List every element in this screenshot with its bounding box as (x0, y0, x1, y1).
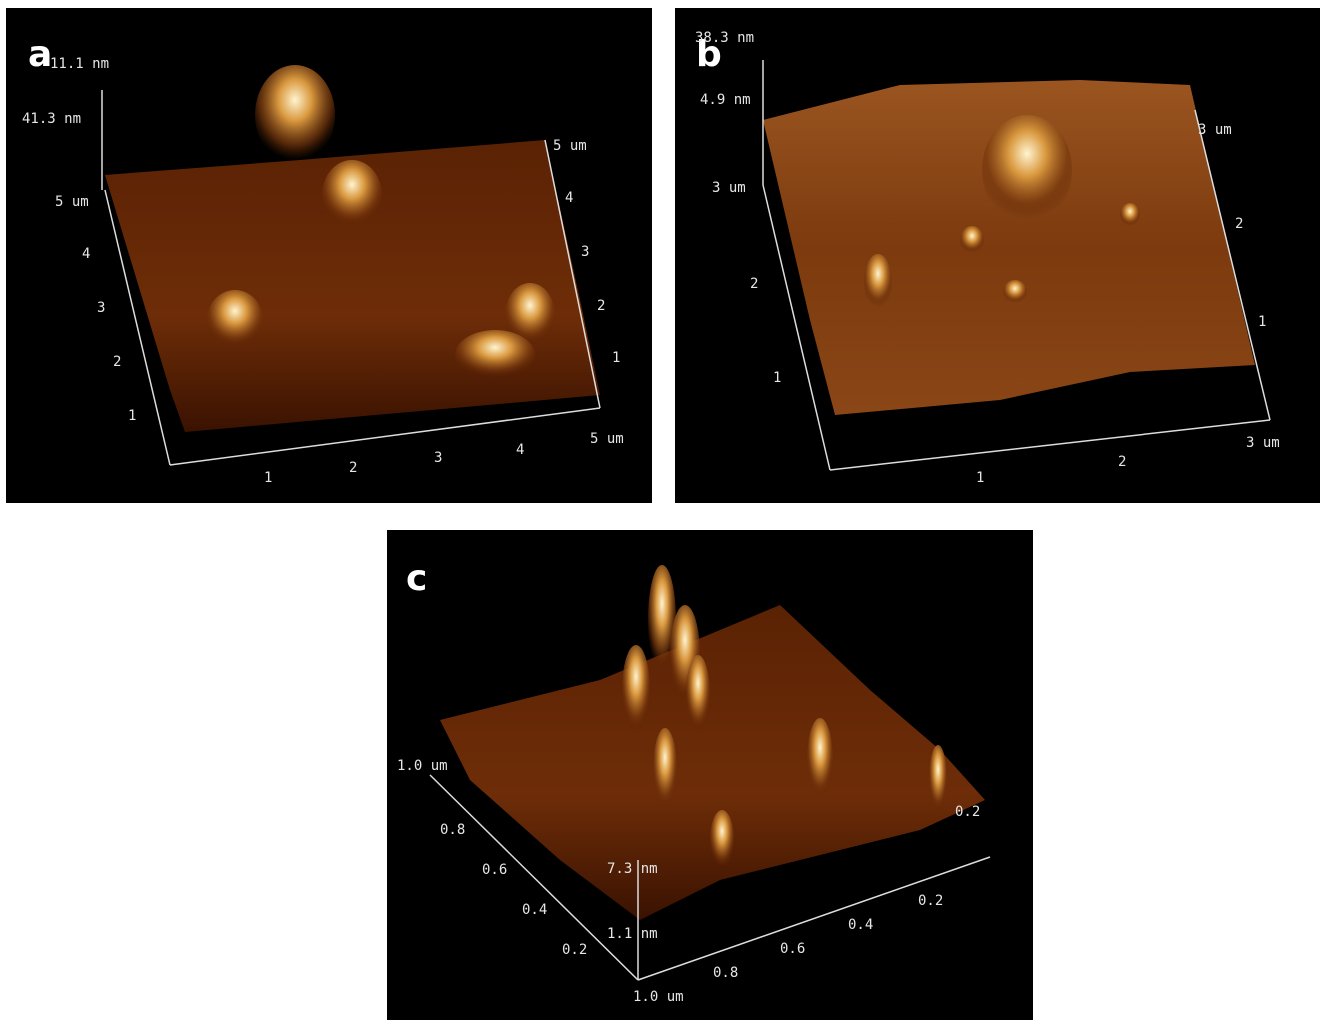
peak (1003, 280, 1027, 304)
tick-label: 0.2 (562, 942, 587, 958)
tick-label: 3 um (1198, 122, 1232, 138)
z-label: 4.9 nm (700, 92, 751, 108)
peak (960, 226, 984, 254)
figure: a 11.1 nm 41.3 nm 5 um 4 3 2 1 5 um 4 3 … (0, 0, 1320, 1021)
tick-label: 4 (565, 190, 573, 206)
tick-label: 0.6 (482, 862, 507, 878)
tick-label: 2 (597, 298, 605, 314)
tick-label: 1.0 um (633, 989, 684, 1005)
tick-label: 0.8 (440, 822, 465, 838)
panel-label: c (406, 558, 427, 599)
peak (929, 745, 947, 815)
z-label: 38.3 nm (695, 30, 754, 46)
tick-label: 1 (264, 470, 272, 486)
peak (653, 728, 677, 812)
tick-label: 4 (516, 442, 524, 458)
peak (982, 115, 1072, 225)
tick-label: 1 (773, 370, 781, 386)
peak (622, 645, 650, 735)
tick-label: 1 (976, 470, 984, 486)
peak (255, 65, 335, 165)
tick-label: 5 um (590, 431, 624, 447)
tick-label: 1.0 um (397, 758, 448, 774)
peak (807, 718, 833, 802)
tick-label: 0.2 (918, 893, 943, 909)
z-label: 1.1 nm (607, 926, 658, 942)
tick-label: 2 (1118, 454, 1126, 470)
tick-label: 0.8 (713, 965, 738, 981)
tick-label: 1 (1258, 314, 1266, 330)
tick-label: 2 (349, 460, 357, 476)
tick-label: 3 (581, 244, 589, 260)
tick-label: 0.2 (955, 804, 980, 820)
tick-label: 3 (97, 300, 105, 316)
peak (207, 290, 263, 350)
tick-label: 5 um (553, 138, 587, 154)
tick-label: 5 um (55, 194, 89, 210)
tick-label: 0.4 (848, 917, 873, 933)
tick-label: 3 um (712, 180, 746, 196)
peak (686, 655, 710, 735)
peak (1120, 203, 1140, 227)
tick-label: 1 (612, 350, 620, 366)
tick-label: 0.4 (522, 902, 547, 918)
peak (864, 254, 892, 310)
tick-label: 2 (113, 354, 121, 370)
z-label: 7.3 nm (607, 861, 658, 877)
tick-label: 0.6 (780, 941, 805, 957)
z-label: 41.3 nm (22, 111, 81, 127)
tick-label: 2 (1235, 216, 1243, 232)
z-label: 11.1 nm (50, 56, 109, 72)
peak (455, 330, 535, 380)
tick-label: 1 (128, 408, 136, 424)
tick-label: 4 (82, 246, 90, 262)
panel-label: a (28, 34, 52, 75)
tick-label: 3 um (1246, 435, 1280, 451)
peak (322, 160, 382, 230)
tick-label: 2 (750, 276, 758, 292)
tick-label: 3 (434, 450, 442, 466)
peak (710, 810, 734, 870)
